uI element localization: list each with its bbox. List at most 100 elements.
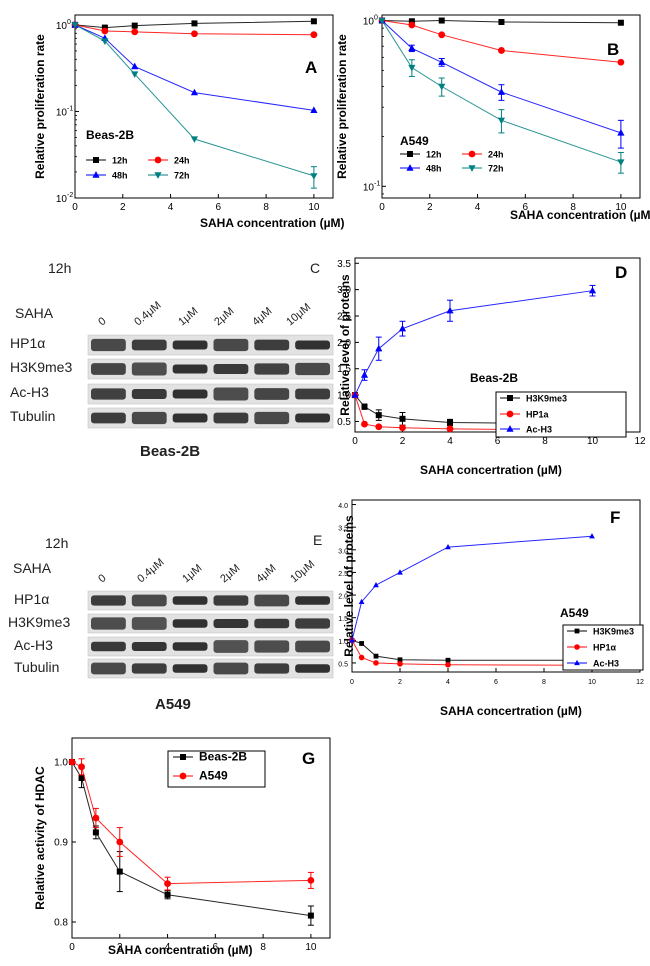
legend-swatch-marker — [468, 150, 476, 158]
blot-row-label: Ac-H3 — [10, 384, 49, 400]
blot-band — [91, 641, 126, 652]
blot-lane-label: 1μM — [180, 562, 204, 585]
x-axis-label: SAHA concentration (µM) — [510, 208, 650, 222]
data-point — [101, 38, 109, 45]
blot-band — [131, 388, 167, 400]
data-point — [378, 17, 386, 25]
y-tick-label: 1.5 — [337, 364, 351, 375]
blot-band — [295, 596, 330, 605]
data-point — [71, 22, 79, 29]
y-tick-label: 3.0 — [338, 548, 348, 555]
blot-band — [213, 618, 249, 629]
y-tick-exponent: -2 — [67, 192, 73, 199]
series-ac-h3 — [349, 533, 595, 643]
data-point — [101, 27, 109, 35]
series-h3k9me3 — [349, 637, 595, 663]
data-point — [92, 829, 99, 836]
legend-swatch-marker — [507, 395, 513, 401]
data-point — [408, 64, 416, 72]
blot-time-label: 12h — [48, 260, 71, 276]
legend-entry-label: 48h — [112, 171, 128, 181]
x-tick-label: 8 — [263, 202, 269, 213]
data-point — [375, 412, 382, 419]
data-point — [351, 391, 359, 398]
blot-band — [295, 618, 330, 629]
data-point — [361, 420, 368, 428]
y-tick-label: 10 — [56, 107, 68, 118]
data-point — [78, 763, 85, 771]
series-12h — [72, 18, 317, 31]
y-axis-label: Relative level of proteins — [342, 515, 356, 657]
panel-letter: A — [305, 58, 317, 77]
legend-swatch-marker — [92, 171, 100, 178]
blot-band — [172, 664, 208, 673]
x-tick-label: 10 — [615, 202, 627, 213]
data-point — [408, 18, 415, 25]
x-tick-label: 2 — [120, 202, 126, 213]
legend: Beas-2B 12h 24h 48h 72h — [86, 128, 190, 181]
data-point — [438, 58, 446, 65]
data-point — [408, 44, 416, 52]
legend-swatch-marker — [506, 410, 514, 418]
blot-band — [91, 595, 126, 606]
blot-band — [295, 362, 330, 376]
blot-band — [131, 641, 167, 652]
x-tick-label: 2 — [117, 942, 123, 953]
legend-entry-label: HP1α — [593, 643, 617, 653]
legend-swatch-marker — [93, 157, 99, 163]
blot-band — [172, 340, 208, 350]
series-hp1α — [349, 637, 595, 669]
blot-row-label: Ac-H3 — [14, 637, 53, 653]
data-point — [116, 868, 123, 875]
blot-lane-label: 1μM — [176, 305, 200, 328]
y-tick-exponent: 0 — [374, 15, 378, 22]
blot-band — [213, 363, 249, 375]
data-point — [438, 17, 445, 24]
legend-entry-label: Ac-H3 — [526, 425, 552, 435]
blot-band — [91, 388, 126, 400]
y-tick-label: 1.0 — [54, 758, 68, 769]
blot-band — [213, 595, 249, 606]
x-tick-label: 12 — [634, 436, 646, 447]
data-point — [310, 18, 317, 25]
data-point — [438, 31, 446, 39]
blot-row-label: Tubulin — [10, 408, 55, 424]
data-point — [445, 543, 451, 550]
legend: A549 12h 24h 48h 72h — [400, 134, 504, 174]
series-line — [74, 24, 315, 177]
blot-band — [131, 617, 167, 630]
data-point — [373, 660, 379, 666]
series-line — [351, 640, 593, 666]
data-point — [191, 30, 198, 38]
y-tick-label: 0.9 — [54, 838, 68, 849]
series-line — [74, 24, 314, 111]
y-tick-label: 3.5 — [337, 259, 351, 270]
y-tick-label: 1.0 — [337, 391, 351, 402]
x-tick-label: 8 — [260, 942, 266, 953]
blot-lane-label: 4μM — [254, 562, 278, 585]
blot-band — [295, 664, 330, 673]
data-point — [190, 88, 199, 96]
blot-band — [172, 364, 208, 374]
series-line — [351, 639, 592, 661]
legend-entry-label: A549 — [199, 769, 228, 783]
blot-beas-2b: 12h C SAHA 0 0.4μM 1μM 2μM 4μM 10μM HP1α… — [10, 260, 334, 460]
blot-lane-label: 2μM — [212, 305, 236, 328]
y-tick-exponent: -1 — [374, 180, 380, 187]
data-point — [399, 424, 406, 432]
blot-strip — [87, 358, 334, 380]
y-tick-label: 10 — [363, 182, 375, 193]
panel-letter: B — [607, 40, 619, 59]
data-point — [191, 20, 198, 27]
blot-band — [131, 411, 167, 425]
blot-lane-label: 4μM — [250, 305, 274, 328]
legend-title: Beas-2B — [470, 371, 518, 385]
panel-letter-c: C — [310, 260, 320, 276]
data-point — [68, 758, 76, 766]
series-line — [354, 394, 593, 431]
legend-entry-label: 12h — [426, 150, 442, 160]
data-point — [446, 425, 454, 433]
y-tick-label: 1.0 — [338, 639, 348, 646]
data-point — [497, 117, 506, 125]
